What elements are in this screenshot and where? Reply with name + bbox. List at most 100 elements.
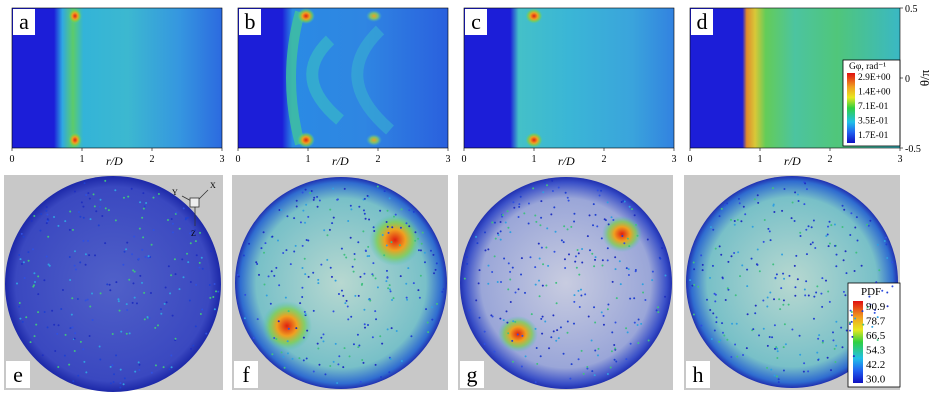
speckle [405,222,408,225]
speckle [600,189,603,192]
speckle [475,235,478,238]
speckle [762,299,765,302]
speckle [141,248,144,251]
speckle [871,325,874,328]
speckle [395,329,398,332]
speckle [374,277,377,280]
speckle [805,280,808,283]
speckle [862,323,865,326]
speckle [69,327,72,330]
speckle [189,280,192,283]
speckle [123,250,126,253]
speckle [866,223,869,226]
speckle [68,363,71,366]
speckle [149,256,152,259]
speckle [192,344,195,347]
speckle [518,203,521,206]
speckle [423,261,426,264]
speckle [512,320,515,323]
speckle [766,305,769,308]
speckle [805,188,808,191]
speckle [812,317,815,320]
speckle [625,267,628,270]
speckle [299,221,302,224]
speckle [566,196,569,199]
speckle [593,306,596,309]
speckle [111,332,114,335]
speckle [367,298,370,301]
speckle [408,209,411,212]
colorbar-title: Gφ, rad⁻¹ [849,62,886,72]
speckle [623,242,626,245]
speckle [351,265,354,268]
speckle [756,263,759,266]
speckle [426,321,429,324]
speckle [109,382,112,385]
speckle [551,189,554,192]
speckle [514,320,517,323]
label-box [239,9,261,35]
speckle [69,210,72,213]
speckle [302,359,305,362]
speckle [809,243,812,246]
axis-triad [181,189,209,226]
speckle [821,305,824,308]
speckle [383,254,386,257]
speckle [317,278,320,281]
speckle [566,331,569,334]
arc [351,25,394,135]
speckle [418,296,421,299]
speckle [828,242,831,245]
speckle [849,329,852,332]
speckle [72,380,75,383]
speckle [592,224,595,227]
speckle [726,287,729,290]
speckle [615,360,618,363]
speckle [412,210,415,213]
speckle [195,254,198,257]
speckle [83,360,86,363]
speckle [434,268,437,271]
speckle [371,336,374,339]
speckle [160,312,163,315]
speckle [751,225,754,228]
speckle [700,324,703,327]
speckle [845,329,848,332]
speckle [602,314,605,317]
speckle [358,344,361,347]
speckle [714,300,717,303]
speckle [125,248,128,251]
speckle [493,255,496,258]
speckle [664,274,667,277]
speckle [73,190,76,193]
label-box [6,361,30,388]
speckle [692,313,695,316]
speckle [593,265,596,268]
speckle [46,326,49,329]
speckle [156,324,159,327]
speckle [343,253,346,256]
speckle [519,195,522,198]
speckle [182,207,185,210]
speckle [374,310,377,313]
speckle [348,355,351,358]
speckle [795,254,798,257]
heatmap [12,8,222,148]
speckle [555,302,558,305]
speckle [343,347,346,350]
speckle [145,202,148,205]
speckle [271,353,274,356]
speckle [596,225,599,228]
speckle [109,289,112,292]
speckle [53,215,56,218]
speckle [507,288,510,291]
speckle [380,376,383,379]
speckle [527,202,530,205]
speckle [122,383,125,386]
speckle [186,216,189,219]
speckle [213,283,216,286]
speckle [43,279,46,282]
speckle [324,373,327,376]
speckle [543,181,546,184]
speckle [304,188,307,191]
